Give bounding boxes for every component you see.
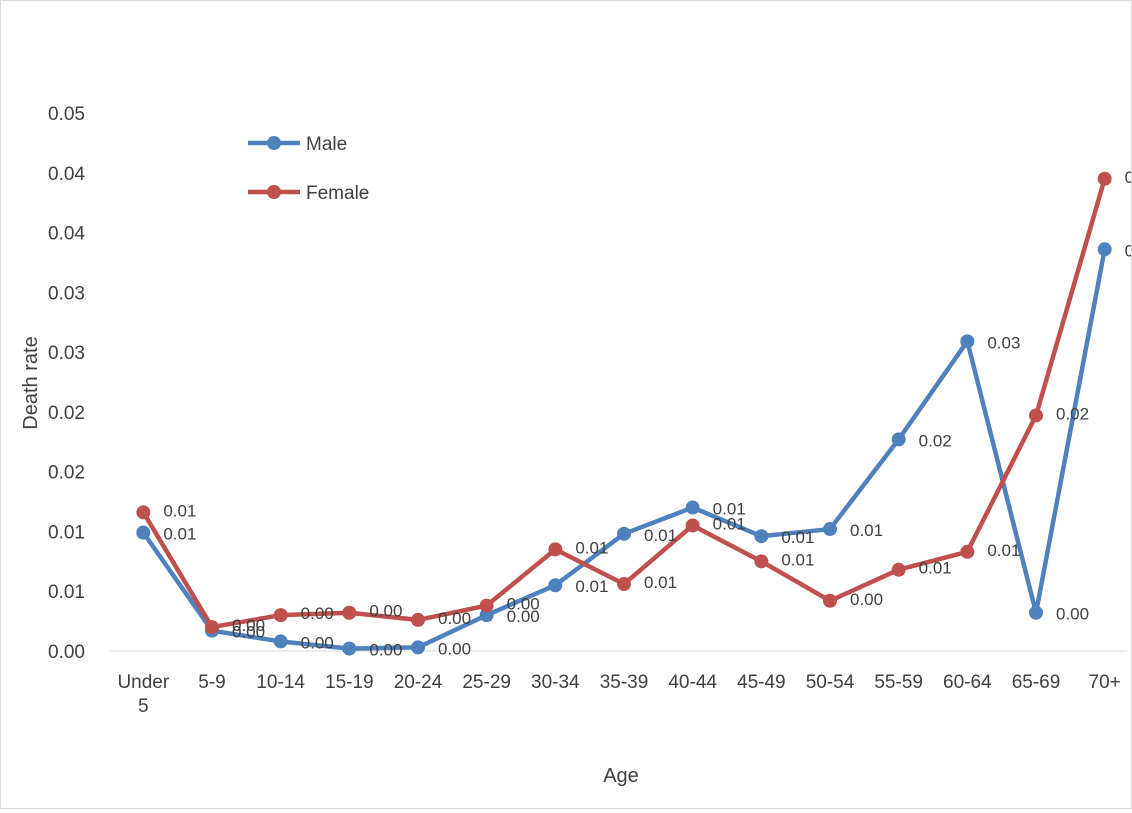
y-tick-label: 0.05 bbox=[48, 104, 85, 125]
data-label-male: 0.00 bbox=[1056, 605, 1089, 624]
data-label-male: 0.02 bbox=[919, 431, 952, 450]
series-layer bbox=[136, 171, 1112, 656]
data-label-female: 0.00 bbox=[301, 604, 334, 623]
data-label-male: 0.00 bbox=[232, 623, 265, 642]
data-label-female: 0.02 bbox=[1056, 404, 1089, 423]
data-label-female: 0.04 bbox=[1125, 168, 1131, 187]
legend: Male Female bbox=[248, 134, 369, 204]
data-label-female: 0.00 bbox=[369, 602, 402, 621]
y-tick-label: 0.04 bbox=[48, 164, 85, 185]
data-label-male: 0.01 bbox=[644, 526, 677, 545]
x-tick-label: 30-34 bbox=[531, 672, 580, 693]
y-tick-label: 0.04 bbox=[48, 224, 85, 245]
data-point-male bbox=[823, 522, 837, 537]
data-label-female: 0.01 bbox=[575, 538, 608, 557]
data-label-male: 0.01 bbox=[163, 525, 196, 544]
x-tick-label: 65-69 bbox=[1012, 672, 1061, 693]
legend-label-male: Male bbox=[306, 134, 347, 155]
data-point-female bbox=[273, 608, 288, 623]
y-tick-label: 0.01 bbox=[48, 582, 85, 603]
data-label-female: 0.00 bbox=[850, 590, 883, 609]
x-tick-label: 60-64 bbox=[943, 672, 992, 693]
data-point-male bbox=[548, 578, 563, 593]
x-tick-label: 50-54 bbox=[806, 672, 855, 693]
data-point-female bbox=[754, 554, 769, 569]
x-tick-label: 35-39 bbox=[600, 672, 649, 693]
legend-label-female: Female bbox=[306, 183, 369, 204]
data-label-male: 0.00 bbox=[301, 633, 334, 652]
y-tick-label: 0.02 bbox=[48, 463, 85, 484]
x-tick-label: 70+ bbox=[1089, 672, 1121, 693]
data-point-female bbox=[136, 505, 151, 520]
x-tick-label: 25-29 bbox=[462, 672, 511, 693]
data-point-female bbox=[1097, 171, 1112, 186]
data-point-male bbox=[754, 529, 769, 544]
data-point-female bbox=[342, 605, 357, 620]
data-point-female bbox=[823, 593, 837, 608]
data-point-female bbox=[411, 612, 425, 627]
data-point-female bbox=[617, 577, 631, 592]
data-label-male: 0.00 bbox=[438, 639, 471, 658]
y-tick-label: 0.00 bbox=[48, 642, 85, 663]
data-point-male bbox=[273, 634, 288, 649]
x-tick-label: 55-59 bbox=[874, 672, 923, 693]
y-axis-title: Death rate bbox=[20, 336, 42, 429]
data-label-male: 0.01 bbox=[713, 500, 746, 519]
data-label-female: 0.01 bbox=[163, 501, 196, 520]
data-label-female: 0.01 bbox=[713, 514, 746, 533]
y-tick-label: 0.03 bbox=[48, 283, 85, 304]
x-tick-label: 10-14 bbox=[256, 672, 305, 693]
data-point-female bbox=[479, 598, 494, 613]
data-point-female bbox=[205, 620, 219, 635]
data-point-male bbox=[136, 525, 151, 540]
x-tick-label: Under 5 bbox=[117, 672, 169, 717]
data-label-female: 0.00 bbox=[232, 616, 265, 635]
data-label-male: 0.01 bbox=[850, 521, 883, 540]
data-label-female: 0.00 bbox=[507, 595, 540, 614]
data-point-male bbox=[1029, 605, 1043, 620]
data-label-female: 0.01 bbox=[987, 541, 1020, 560]
data-label-male: 0.03 bbox=[987, 333, 1020, 352]
y-tick-label: 0.02 bbox=[48, 403, 85, 424]
data-label-male: 0.01 bbox=[575, 577, 608, 596]
data-label-female: 0.01 bbox=[781, 550, 814, 569]
data-label-female: 0.01 bbox=[644, 573, 677, 592]
data-point-female bbox=[1029, 408, 1043, 423]
data-label-female: 0.00 bbox=[438, 609, 471, 628]
y-axis-ticks: 0.00 0.01 0.01 0.02 0.02 0.03 0.03 0.04 0.04 0.05 bbox=[48, 104, 85, 663]
data-point-male bbox=[617, 526, 631, 541]
data-labels: 0.010.000.00 0.00 0.000.000.010.010.010.01… bbox=[163, 168, 1132, 660]
x-tick-label: 40-44 bbox=[668, 672, 717, 693]
y-tick-label: 0.01 bbox=[48, 522, 85, 543]
y-tick-label: 0.03 bbox=[48, 343, 85, 364]
data-label-male: 0.03 bbox=[1125, 241, 1131, 260]
data-point-male bbox=[960, 334, 975, 349]
data-point-male bbox=[685, 500, 700, 515]
data-point-female bbox=[685, 518, 700, 533]
legend-marker-male bbox=[267, 136, 281, 150]
legend-marker-female bbox=[267, 185, 281, 199]
x-tick-label: 45-49 bbox=[737, 672, 786, 693]
series-line-female bbox=[141, 176, 1107, 630]
data-point-male bbox=[891, 432, 906, 447]
x-axis-title: Age bbox=[603, 765, 639, 787]
x-tick-label: 15-19 bbox=[325, 672, 374, 693]
data-point-male bbox=[479, 608, 494, 623]
data-point-male bbox=[411, 640, 425, 655]
data-label-male: 0.00 bbox=[369, 641, 402, 660]
data-label-female: 0.01 bbox=[919, 559, 952, 578]
x-tick-label: 5-9 bbox=[198, 672, 225, 693]
data-point-female bbox=[548, 542, 563, 557]
data-label-male: 0.01 bbox=[781, 528, 814, 547]
x-tick-label: 20-24 bbox=[394, 672, 443, 693]
data-label-male: 0.00 bbox=[507, 607, 540, 626]
data-point-female bbox=[960, 544, 975, 559]
data-point-male bbox=[1097, 242, 1112, 257]
data-point-female bbox=[891, 562, 906, 577]
data-point-male bbox=[342, 641, 357, 656]
x-axis-ticks: Under 5 5-9 10-14 15-19 20-24 25-29 30-34 35-39 4… bbox=[117, 672, 1120, 717]
